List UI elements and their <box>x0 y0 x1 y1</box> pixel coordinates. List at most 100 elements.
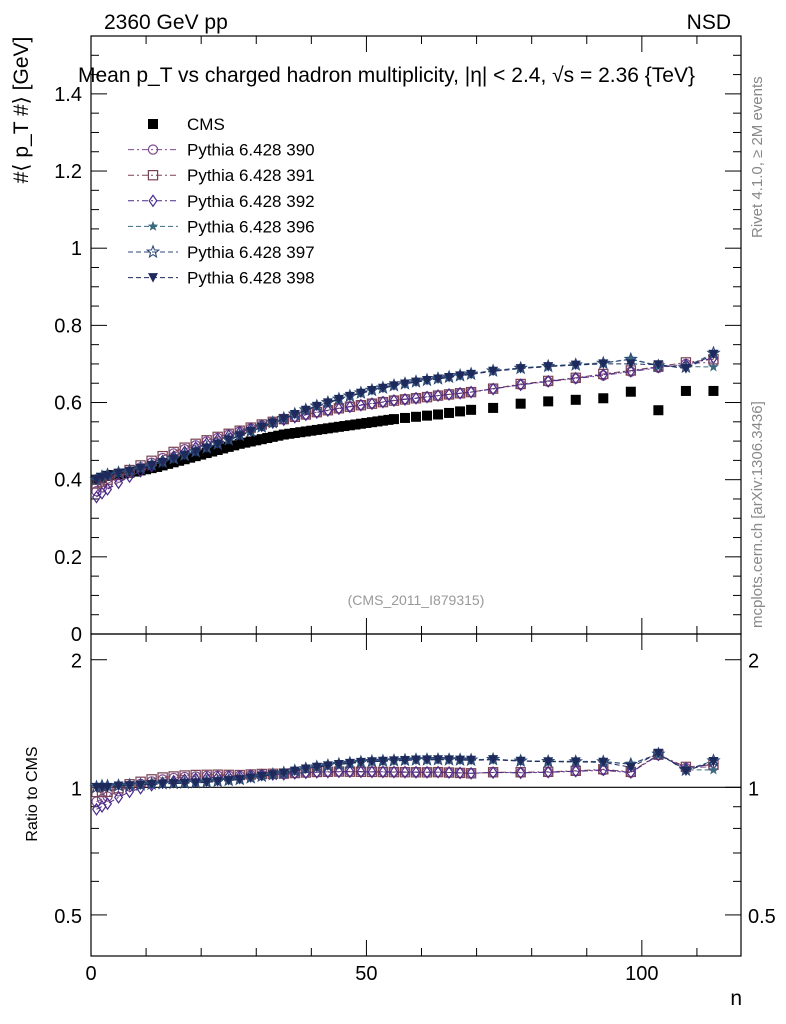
ratio-data-point <box>411 755 421 766</box>
data-point <box>196 449 207 460</box>
ratio-y-axis-label-text: Ratio to CMS <box>24 746 41 841</box>
legend-marker <box>148 119 158 129</box>
data-point <box>240 437 251 448</box>
data-point <box>130 466 141 477</box>
data-point <box>245 436 256 447</box>
data-point <box>333 394 344 405</box>
series-0 <box>91 385 719 485</box>
ratio-data-point <box>388 756 399 766</box>
ratio-data-series <box>89 746 721 816</box>
data-point <box>218 443 229 454</box>
ratio-data-point <box>515 756 526 767</box>
data-point <box>201 443 212 454</box>
data-point <box>311 401 322 412</box>
ratio-data-point <box>455 766 465 780</box>
data-point <box>234 431 245 441</box>
legend-marker <box>147 170 159 181</box>
ratio-y-tick-label-right: 2 <box>748 651 759 673</box>
ratio-data-point <box>322 761 333 771</box>
data-point <box>378 395 388 409</box>
legend-label: CMS <box>187 115 225 134</box>
ratio-data-point <box>146 779 157 790</box>
ratio-data-point <box>378 765 388 779</box>
y-tick-label: 1 <box>71 238 82 260</box>
ratio-data-point <box>201 777 212 788</box>
data-point <box>543 396 554 407</box>
data-point <box>366 386 377 396</box>
ratio-y-axis-label: Ratio to CMS <box>24 746 41 841</box>
data-point <box>388 414 399 425</box>
data-point <box>339 421 350 432</box>
ratio-data-point <box>626 765 636 779</box>
legend-label: Pythia 6.428 391 <box>187 166 315 185</box>
data-point <box>190 447 201 457</box>
data-point <box>96 482 108 493</box>
ratio-data-point <box>422 755 433 765</box>
data-point <box>328 422 339 433</box>
data-point <box>97 473 108 483</box>
ratio-data-point <box>367 765 377 779</box>
data-point <box>317 424 328 435</box>
legend-label: Pythia 6.428 398 <box>187 269 315 288</box>
data-point <box>207 446 218 457</box>
data-point <box>625 386 636 397</box>
data-point <box>708 361 719 372</box>
data-point <box>350 419 361 430</box>
data-point <box>356 398 366 412</box>
data-point <box>708 349 719 360</box>
data-point <box>256 434 267 445</box>
ratio-data-point <box>571 764 581 778</box>
data-point <box>295 427 306 438</box>
data-point <box>102 471 113 481</box>
data-point <box>598 368 608 382</box>
data-point <box>262 433 273 444</box>
data-point <box>278 429 289 440</box>
data-point <box>466 385 476 399</box>
data-point <box>201 448 212 459</box>
legend-marker <box>148 194 158 208</box>
ratio-series-line <box>96 754 714 803</box>
ratio-series-6 <box>91 748 719 793</box>
ratio-data-point <box>344 758 355 769</box>
data-point <box>256 422 267 433</box>
ratio-data-point <box>135 780 146 791</box>
main-axis-ticks: 0 0.2 0.4 0.6 0.8 1 1.2 1.4 <box>54 35 741 646</box>
data-point <box>323 404 333 418</box>
ratio-data-point <box>400 765 410 779</box>
main-y-axis-label-text: #⟨ p_T #⟩ [GeV] <box>10 37 33 184</box>
data-point <box>598 393 609 404</box>
data-point <box>267 431 278 442</box>
ratio-plot-frame <box>90 633 742 957</box>
ratio-data-point <box>399 755 410 766</box>
ratio-data-point <box>389 765 399 779</box>
y-tick-label: 1.2 <box>54 161 82 183</box>
ratio-y-tick-label: 2 <box>71 651 82 673</box>
data-point <box>625 359 636 369</box>
data-point <box>411 377 421 388</box>
y-tick-label: 0.2 <box>54 547 82 569</box>
ratio-plot-panel: 0.5 0.5 1 1 2 2 0 50 100 <box>54 633 776 985</box>
data-point <box>488 402 499 413</box>
ratio-data-point <box>516 766 526 780</box>
data-point <box>411 411 421 422</box>
data-point <box>515 398 526 409</box>
ratio-data-point <box>267 770 278 780</box>
data-point <box>488 366 499 377</box>
data-point <box>571 371 581 385</box>
data-point <box>543 362 554 372</box>
data-point <box>345 400 355 414</box>
data-point <box>141 464 152 475</box>
analysis-tag: (CMS_2011_I879315) <box>348 592 485 608</box>
ratio-data-point <box>102 797 113 811</box>
main-data-series <box>89 345 721 504</box>
ratio-data-point <box>466 766 476 780</box>
ratio-data-point <box>245 773 256 783</box>
data-point <box>444 407 455 418</box>
data-point <box>300 405 311 416</box>
data-point <box>377 415 388 426</box>
data-point <box>119 468 130 479</box>
ratio-data-point <box>102 782 113 793</box>
legend-entry: Pythia 6.428 391 <box>128 166 315 185</box>
ratio-data-point <box>455 755 466 766</box>
